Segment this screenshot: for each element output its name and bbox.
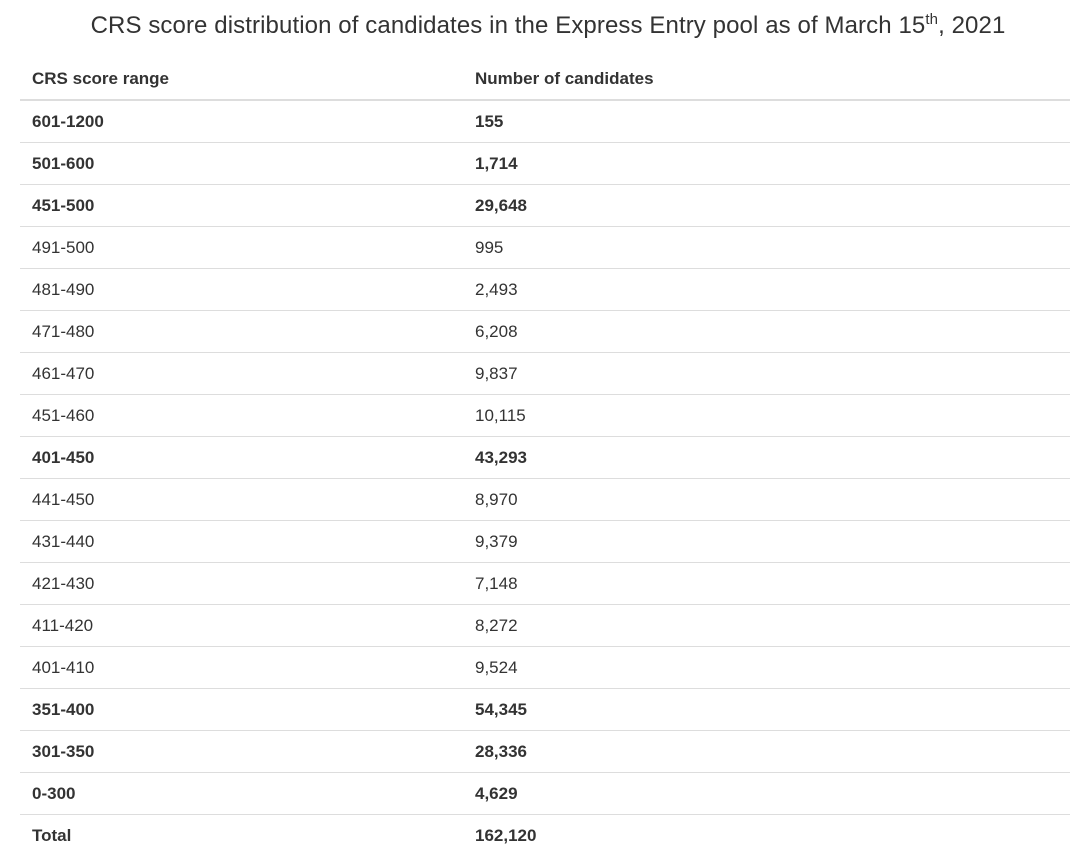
title-year: , 2021 (938, 12, 1005, 39)
score-range-cell: 601-1200 (20, 100, 463, 143)
score-range-cell: Total (20, 815, 463, 856)
score-range-cell: 431-440 (20, 521, 463, 563)
candidate-count-cell: 6,208 (463, 311, 1070, 353)
candidate-count-cell: 9,837 (463, 353, 1070, 395)
score-range-cell: 471-480 (20, 311, 463, 353)
score-range-cell: 461-470 (20, 353, 463, 395)
header-number-of-candidates: Number of candidates (463, 58, 1070, 100)
header-crs-score-range: CRS score range (20, 58, 463, 100)
score-range-cell: 481-490 (20, 269, 463, 311)
score-range-cell: 411-420 (20, 605, 463, 647)
candidate-count-cell: 8,272 (463, 605, 1070, 647)
candidate-count-cell: 1,714 (463, 143, 1070, 185)
score-range-cell: 351-400 (20, 689, 463, 731)
page-title: CRS score distribution of candidates in … (0, 8, 1080, 44)
candidate-count-cell: 995 (463, 227, 1070, 269)
title-superscript: th (925, 11, 938, 28)
candidate-count-cell: 29,648 (463, 185, 1070, 227)
table-header-row: CRS score range Number of candidates (20, 58, 1070, 100)
candidate-count-cell: 43,293 (463, 437, 1070, 479)
candidate-count-cell: 9,379 (463, 521, 1070, 563)
candidate-count-cell: 2,493 (463, 269, 1070, 311)
candidate-count-cell: 28,336 (463, 731, 1070, 773)
title-text: CRS score distribution of candidates in … (91, 12, 926, 39)
score-range-cell: 401-450 (20, 437, 463, 479)
score-range-cell: 401-410 (20, 647, 463, 689)
score-range-cell: 301-350 (20, 731, 463, 773)
candidate-count-cell: 7,148 (463, 563, 1070, 605)
candidate-count-cell: 54,345 (463, 689, 1070, 731)
score-range-cell: 0-300 (20, 773, 463, 815)
score-range-cell: 491-500 (20, 227, 463, 269)
candidate-count-cell: 4,629 (463, 773, 1070, 815)
score-range-cell: 451-460 (20, 395, 463, 437)
candidate-count-cell: 9,524 (463, 647, 1070, 689)
score-range-cell: 421-430 (20, 563, 463, 605)
score-range-cell: 451-500 (20, 185, 463, 227)
crs-distribution-table: CRS score range Number of candidates 601… (20, 58, 1070, 856)
candidate-count-cell: 10,115 (463, 395, 1070, 437)
candidate-count-cell: 155 (463, 100, 1070, 143)
score-range-cell: 501-600 (20, 143, 463, 185)
score-range-cell: 441-450 (20, 479, 463, 521)
candidate-count-cell: 8,970 (463, 479, 1070, 521)
candidate-count-cell: 162,120 (463, 815, 1070, 856)
